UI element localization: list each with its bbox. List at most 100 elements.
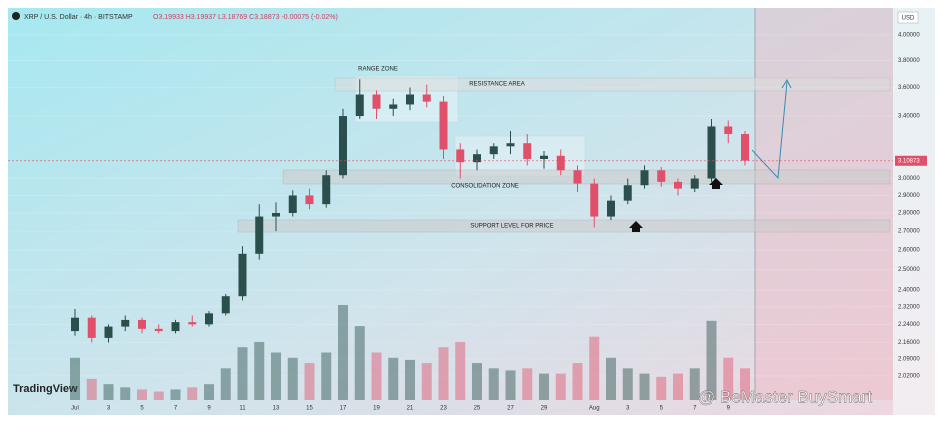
candle-body bbox=[121, 319, 130, 327]
volume-bar bbox=[271, 352, 281, 400]
candle-body bbox=[406, 94, 414, 105]
volume-bar bbox=[287, 357, 298, 400]
y-tick-label: 3.40000 bbox=[898, 114, 920, 120]
price-axis-panel bbox=[893, 8, 935, 415]
x-tick-label: 9 bbox=[207, 406, 211, 412]
candle-body bbox=[188, 322, 197, 325]
volume-bar bbox=[673, 373, 683, 400]
volume-bar bbox=[472, 363, 482, 400]
branding: TradingView bbox=[13, 383, 78, 395]
volume-bar bbox=[405, 359, 415, 400]
volume-bar bbox=[455, 341, 466, 400]
y-tick-label: 2.90000 bbox=[898, 193, 920, 199]
y-tick-label: 3.00000 bbox=[898, 176, 920, 182]
volume-bar bbox=[103, 384, 114, 400]
annotation: RESISTANCE AREA bbox=[469, 82, 525, 88]
x-tick-label: 25 bbox=[474, 406, 481, 412]
candle-body bbox=[640, 170, 649, 186]
x-tick-label: Aug bbox=[589, 406, 600, 412]
symbol-icon bbox=[12, 12, 20, 20]
y-tick-label: 2.50000 bbox=[898, 267, 920, 273]
x-tick-label: 3 bbox=[626, 406, 630, 412]
volume-bar bbox=[120, 387, 131, 400]
volume-bar bbox=[304, 363, 315, 400]
volume-bar bbox=[689, 368, 700, 400]
watermark: @ BeMaster BuySmart bbox=[698, 387, 872, 406]
candle-body bbox=[272, 212, 280, 217]
candle-body bbox=[154, 328, 163, 332]
x-tick-label: 21 bbox=[407, 406, 414, 412]
volume-bar bbox=[438, 347, 449, 400]
last-price-label: 3.10873 bbox=[898, 158, 920, 164]
projection-arrowhead bbox=[781, 78, 792, 89]
candle-body bbox=[724, 126, 733, 135]
volume-bar bbox=[187, 387, 198, 400]
annotation: RANGE ZONE bbox=[358, 67, 398, 73]
volume-bar bbox=[86, 378, 97, 400]
currency-button[interactable] bbox=[897, 11, 919, 24]
projection-line bbox=[751, 81, 788, 180]
volume-bar bbox=[237, 347, 248, 400]
projection-area bbox=[755, 8, 893, 400]
volume-bar bbox=[354, 326, 365, 400]
x-tick-label: Jul bbox=[71, 406, 79, 412]
candle-body bbox=[674, 181, 682, 189]
volume-bar bbox=[539, 373, 549, 400]
candle-body bbox=[523, 143, 532, 159]
candle-body bbox=[238, 253, 247, 297]
volume-bar bbox=[254, 341, 265, 400]
x-tick-label: 7 bbox=[174, 406, 178, 412]
volume-bar bbox=[723, 357, 734, 400]
currency-label[interactable]: USD bbox=[902, 16, 915, 22]
x-tick-label: 23 bbox=[440, 406, 447, 412]
candle-body bbox=[372, 94, 381, 109]
y-tick-label: 2.09000 bbox=[898, 357, 920, 363]
volume-bar bbox=[321, 352, 332, 400]
y-tick-label: 2.70000 bbox=[898, 229, 920, 235]
candle-body bbox=[138, 319, 146, 329]
candle-body bbox=[439, 101, 448, 150]
support-zone bbox=[237, 219, 891, 233]
volume-bar bbox=[220, 368, 231, 400]
volume-bar bbox=[137, 389, 147, 400]
y-tick-label: 2.32000 bbox=[898, 304, 920, 310]
candle-body bbox=[322, 175, 331, 205]
volume-bar bbox=[706, 320, 717, 400]
candle-body bbox=[573, 170, 582, 184]
annotation: CONSOLIDATION ZONE bbox=[451, 184, 519, 190]
y-tick-label: 2.80000 bbox=[898, 211, 920, 217]
x-tick-label: 11 bbox=[239, 406, 246, 412]
candle-body bbox=[87, 317, 96, 338]
candle-body bbox=[422, 94, 431, 102]
y-tick-label: 2.40000 bbox=[898, 287, 920, 293]
volume-bar bbox=[170, 389, 181, 400]
volume-bar bbox=[622, 368, 633, 400]
candle-body bbox=[389, 104, 398, 109]
candle-body bbox=[506, 143, 515, 147]
volume-bar bbox=[522, 368, 533, 400]
volume-bar bbox=[421, 363, 432, 400]
last-price-box bbox=[895, 155, 927, 166]
candle-body bbox=[288, 195, 297, 213]
volume-bar bbox=[388, 357, 399, 400]
candle-body bbox=[540, 155, 548, 159]
candle-body bbox=[623, 185, 632, 201]
volume-bar bbox=[656, 376, 667, 400]
arrow-icon bbox=[629, 221, 643, 232]
x-tick-label: 27 bbox=[507, 406, 514, 412]
x-tick-label: 29 bbox=[541, 406, 548, 412]
volume-bar bbox=[606, 357, 616, 400]
volume-bar bbox=[740, 368, 750, 400]
y-tick-label: 2.60000 bbox=[898, 248, 920, 254]
candle-body bbox=[741, 134, 749, 161]
x-tick-label: 17 bbox=[340, 406, 347, 412]
x-tick-label: 15 bbox=[306, 406, 313, 412]
y-tick-label: 2.24000 bbox=[898, 322, 920, 328]
candle-body bbox=[221, 296, 230, 314]
x-tick-label: 5 bbox=[660, 406, 664, 412]
y-tick-label: 3.80000 bbox=[898, 58, 920, 64]
candle-body bbox=[456, 149, 465, 163]
candle-body bbox=[556, 155, 565, 171]
annotation: SUPPORT LEVEL FOR PRICE bbox=[470, 224, 553, 230]
x-tick-label: 19 bbox=[373, 406, 380, 412]
